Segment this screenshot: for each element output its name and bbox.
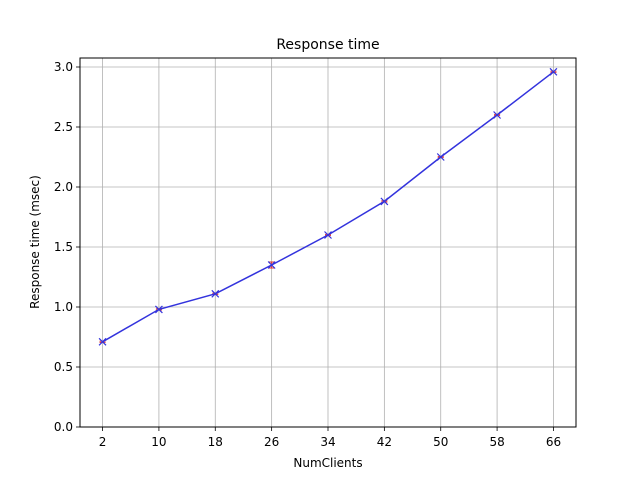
y-tick-label: 1.5	[54, 240, 73, 254]
marker-stroke	[493, 111, 502, 119]
data-point-marker	[436, 153, 445, 161]
data-point-marker	[380, 197, 389, 206]
x-tick-label: 2	[99, 435, 107, 449]
y-tick-label: 0.0	[54, 420, 73, 434]
x-tick-label: 18	[208, 435, 223, 449]
x-axis: 2 10 18 26 34 42 50 58 66	[99, 427, 561, 449]
grid	[80, 58, 576, 428]
data-point-marker	[493, 111, 502, 119]
marker-stroke	[380, 197, 389, 206]
marker-stroke	[436, 153, 445, 161]
data-point-marker	[211, 289, 220, 298]
data-point-marker	[549, 67, 558, 76]
y-tick-label: 2.5	[54, 120, 73, 134]
y-axis: 0.0 0.5 1.0 1.5 2.0 2.5 3.0	[54, 60, 80, 434]
chart-title: Response time	[276, 37, 379, 53]
marker-stroke	[324, 231, 332, 239]
data-point-marker	[324, 231, 332, 239]
data-point-marker	[267, 261, 276, 269]
marker-stroke	[154, 305, 163, 314]
y-axis-title: Response time (msec)	[28, 175, 42, 309]
data-point-marker	[154, 305, 163, 314]
marker-stroke	[267, 261, 276, 269]
x-axis-title: NumClients	[293, 456, 362, 470]
x-tick-label: 34	[320, 435, 335, 449]
x-tick-label: 10	[151, 435, 166, 449]
marker-stroke	[211, 289, 220, 298]
marker-stroke	[98, 337, 107, 346]
x-tick-label: 26	[264, 435, 279, 449]
y-tick-label: 0.5	[54, 360, 73, 374]
x-tick-label: 50	[433, 435, 448, 449]
data-point-marker	[98, 337, 107, 346]
y-tick-label: 2.0	[54, 180, 73, 194]
data-series	[98, 67, 558, 346]
y-tick-label: 3.0	[54, 60, 73, 74]
marker-stroke	[549, 67, 558, 76]
y-tick-label: 1.0	[54, 300, 73, 314]
x-tick-label: 42	[377, 435, 392, 449]
x-tick-label: 58	[489, 435, 504, 449]
x-tick-label: 66	[546, 435, 561, 449]
